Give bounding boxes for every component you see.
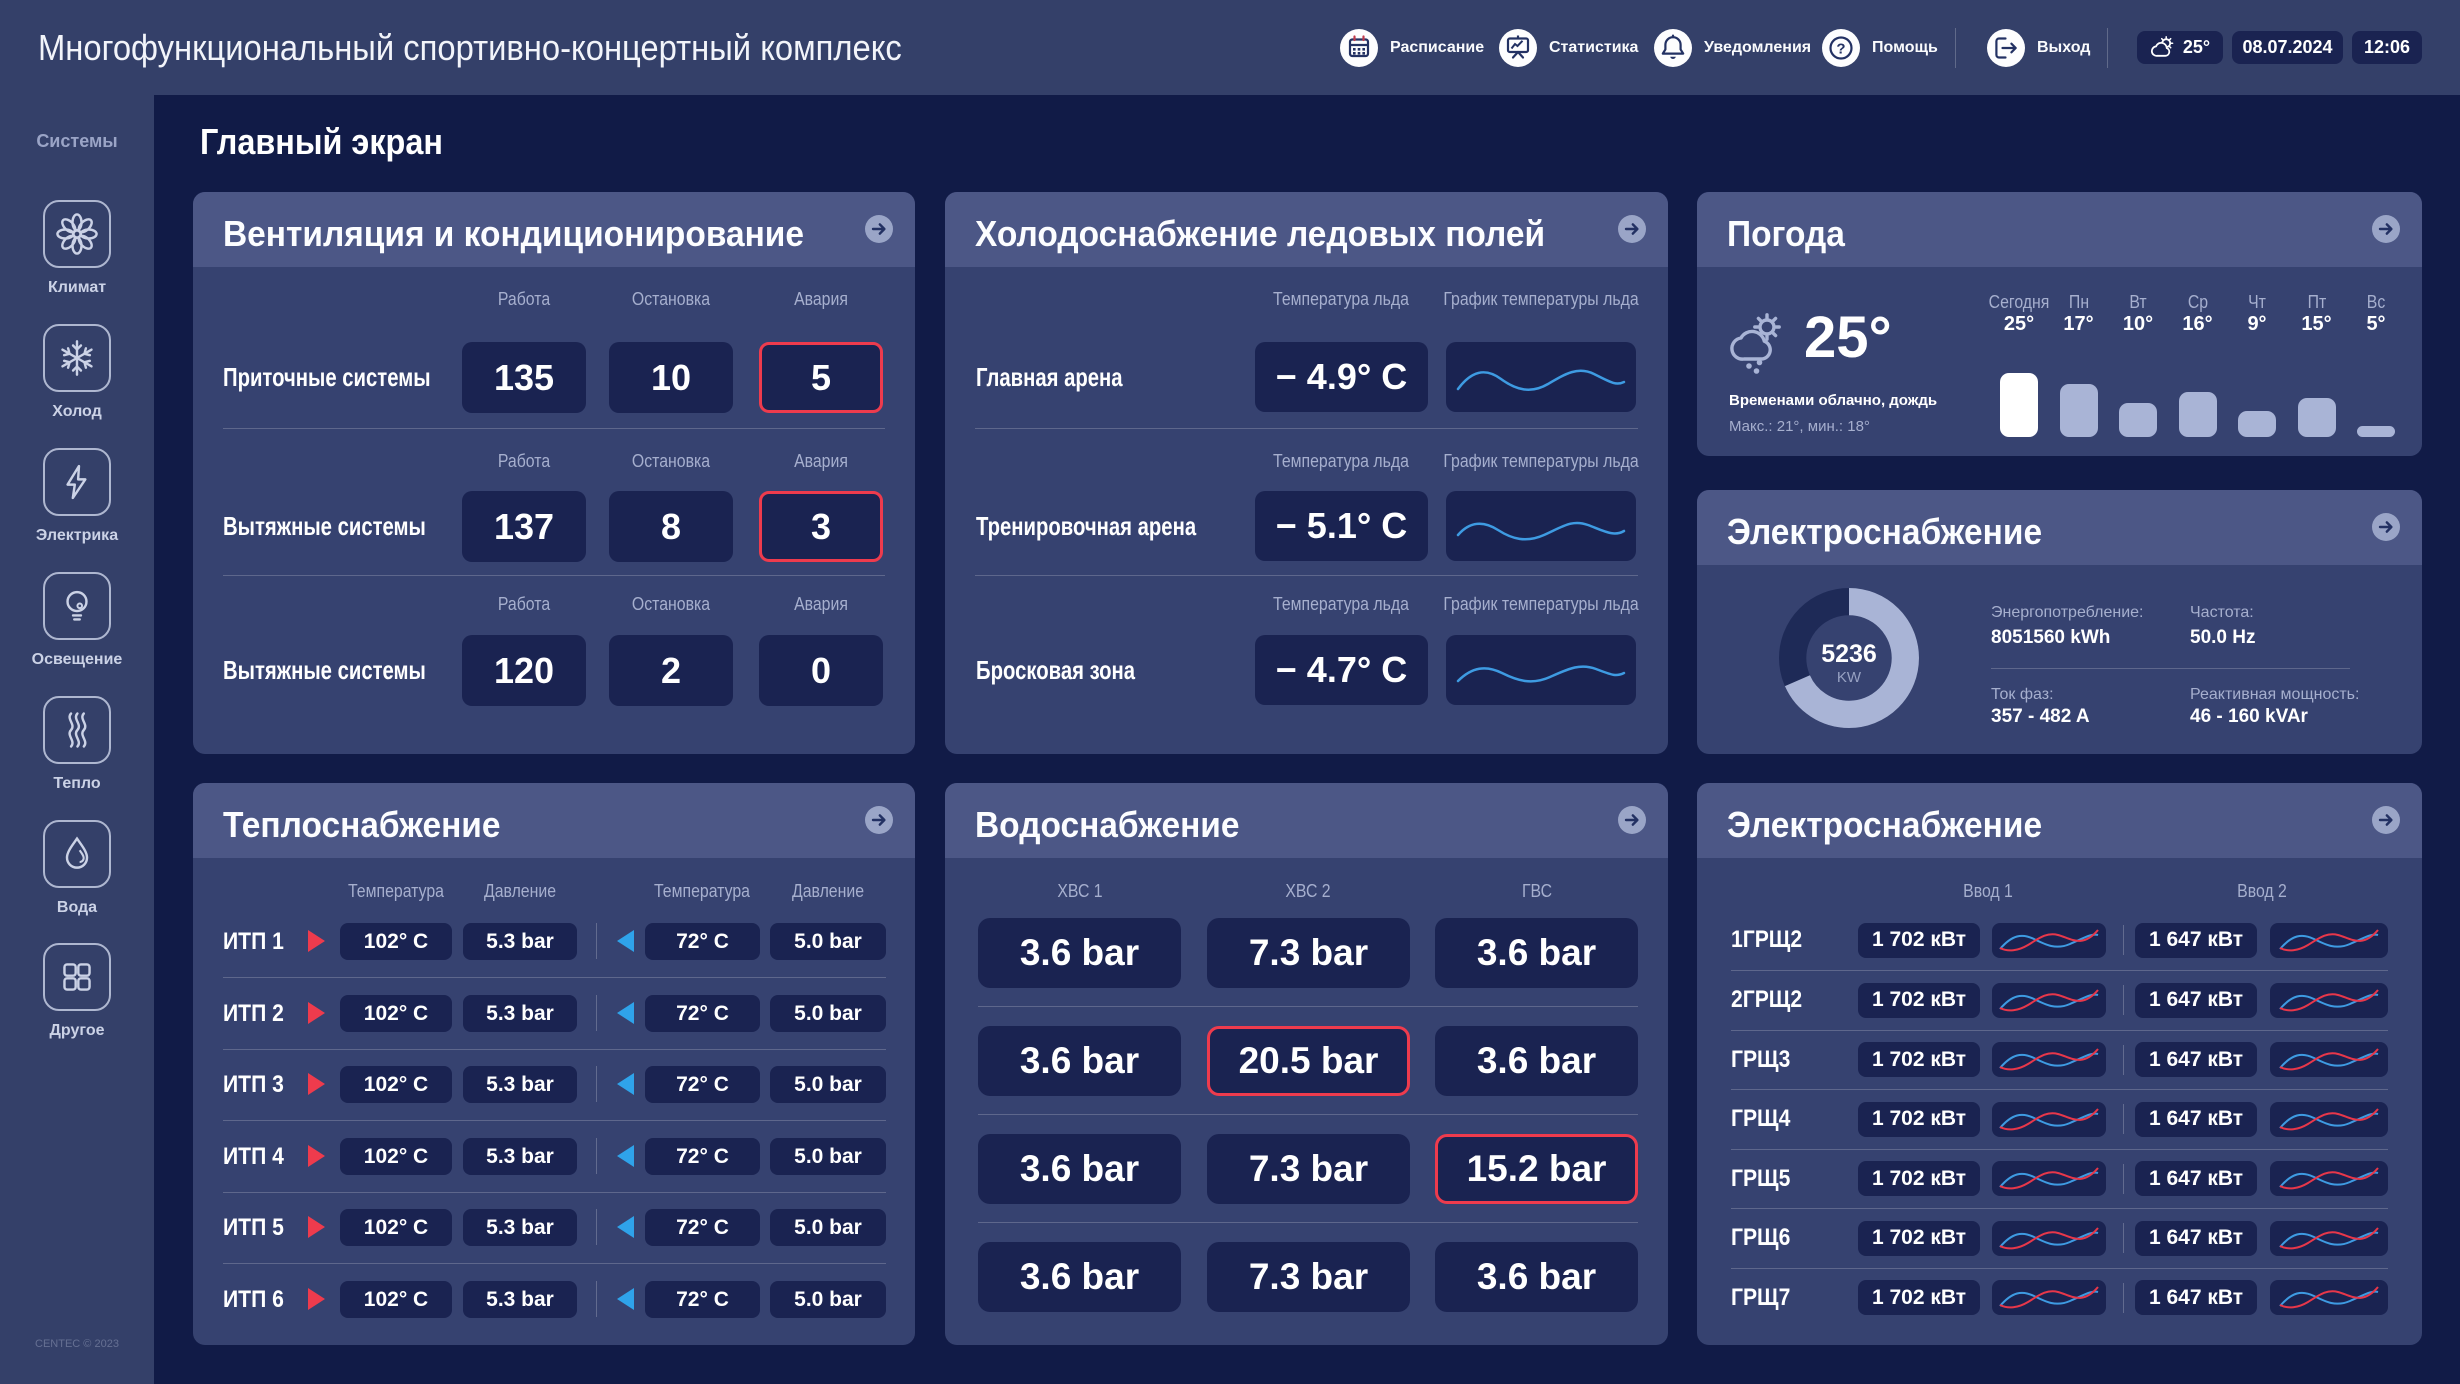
svg-text:?: ? [1836, 40, 1845, 57]
